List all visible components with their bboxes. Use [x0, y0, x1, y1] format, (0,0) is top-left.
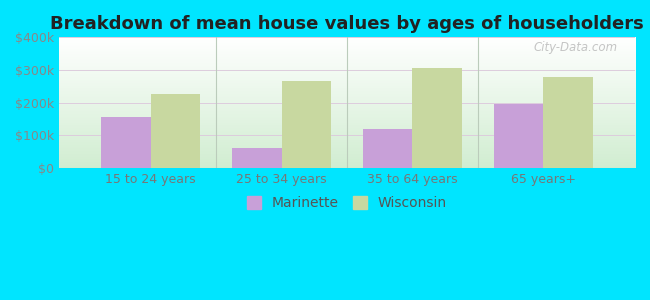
- Bar: [493, 104, 543, 168]
- Bar: [543, 77, 593, 168]
- Bar: [281, 81, 332, 168]
- Legend: Marinette, Wisconsin: Marinette, Wisconsin: [241, 191, 452, 216]
- Title: Breakdown of mean house values by ages of householders: Breakdown of mean house values by ages o…: [50, 15, 644, 33]
- Bar: [101, 117, 151, 168]
- Bar: [413, 68, 462, 168]
- Text: City-Data.com: City-Data.com: [534, 41, 618, 54]
- Bar: [232, 148, 281, 168]
- Bar: [363, 129, 413, 168]
- Bar: [151, 94, 200, 168]
